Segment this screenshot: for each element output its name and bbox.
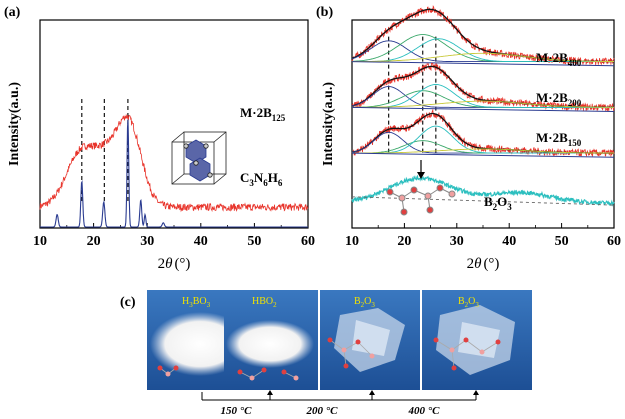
temp-label-150: 150 °C [221,405,253,417]
panel-b-xlabel: 2θ (°) [467,256,500,272]
panel-a-series-0 [39,114,309,213]
panel-b-tick-label-50: 50 [555,234,569,249]
temp-label-200: 200 °C [306,405,339,417]
panel-a-tick-label-20: 20 [87,234,101,249]
arrow-down-icon [417,160,425,179]
panel-a-tick-label-10: 10 [33,234,47,249]
panel-b-baseline-b2o3 [351,196,615,206]
arrow-up-icon-2 [369,390,375,400]
panel-a-tick-label-40: 40 [194,234,208,249]
panel-b-series-2 [351,108,615,157]
panel-b-fit-component-2-3 [352,148,614,154]
temp-label-400: 400 °C [408,405,441,417]
panel-b-baseline-0 [351,61,615,67]
panel-b-x-ticks: 10 20 30 40 50 60 [345,223,621,249]
panel-b-series [351,5,615,207]
panel-b-baseline-1 [351,106,615,113]
crystal-structure-icon [171,131,227,185]
annotation-m2b200: M·2B200 [536,90,582,108]
panel-b-baseline-2 [351,152,615,158]
photo-hbo2: HBO2 [224,290,318,390]
annotation-m2b125: M·2B125 [240,105,286,123]
panel-b-fit-component-1-2 [352,84,614,108]
panel-b-tick-label-40: 40 [502,234,516,249]
panel-b-tick-label-10: 10 [345,234,359,249]
panel-a-frame [39,19,309,229]
molecule-b2o3-icon [386,184,456,216]
panel-a-tick-label-50: 50 [247,234,261,249]
panel-b-tick-label-30: 30 [450,234,464,249]
arrow-up-icon-3 [473,390,479,400]
photo-b2o3-200: B2O3 [320,290,420,390]
panel-b-frame [351,19,615,229]
panel-a-guides [81,99,129,204]
annotation-c3n6h6: C3N6H6 [240,170,283,188]
photo-label-hbo2: HBO2 [252,296,277,309]
photo-label-b2o3-200: B2O3 [354,296,375,309]
panel-b-tick-label-20: 20 [397,234,411,249]
panel-b-fit-component-1-3 [352,100,614,108]
panel-b-ylabel: Intensity(a.u.) [321,82,336,166]
arrow-up-icon-1 [267,390,273,400]
annotation-m2b400: M·2B400 [536,50,582,68]
panel-a-tick-label-60: 60 [301,234,315,249]
annotation-b2o3: B2O3 [484,194,512,212]
photo-b2o3-400: B2O3 [422,290,532,390]
panel-a-series-1 [40,119,308,228]
panel-a-series [39,114,309,228]
panel-b-label: (b) [316,5,333,20]
temperature-bracket [201,392,477,401]
panel-a-ylabel: Intensity(a.u.) [7,82,22,166]
panel-b-fit-component-0-2 [352,38,614,63]
photo-label-b2o3-400: B2O3 [458,296,479,309]
panel-b-fit-component-0-3 [352,52,614,62]
panel-b-series-1 [352,62,615,112]
panel-b-series-0 [351,5,615,66]
panel-a-xlabel: 2θ (°) [158,256,191,272]
panel-a-tick-label-30: 30 [140,234,154,249]
panel-b-series-3 [351,174,615,207]
annotation-m2b150: M·2B150 [536,130,582,148]
panel-b-tick-label-60: 60 [607,234,621,249]
panel-c-label: (c) [120,295,136,310]
panel-a-x-ticks: 10 20 30 40 50 60 [33,223,315,249]
photo-label-h3bo3: H3BO3 [182,296,211,309]
panel-a-label: (a) [4,5,21,20]
panel-b-guides [388,36,437,154]
